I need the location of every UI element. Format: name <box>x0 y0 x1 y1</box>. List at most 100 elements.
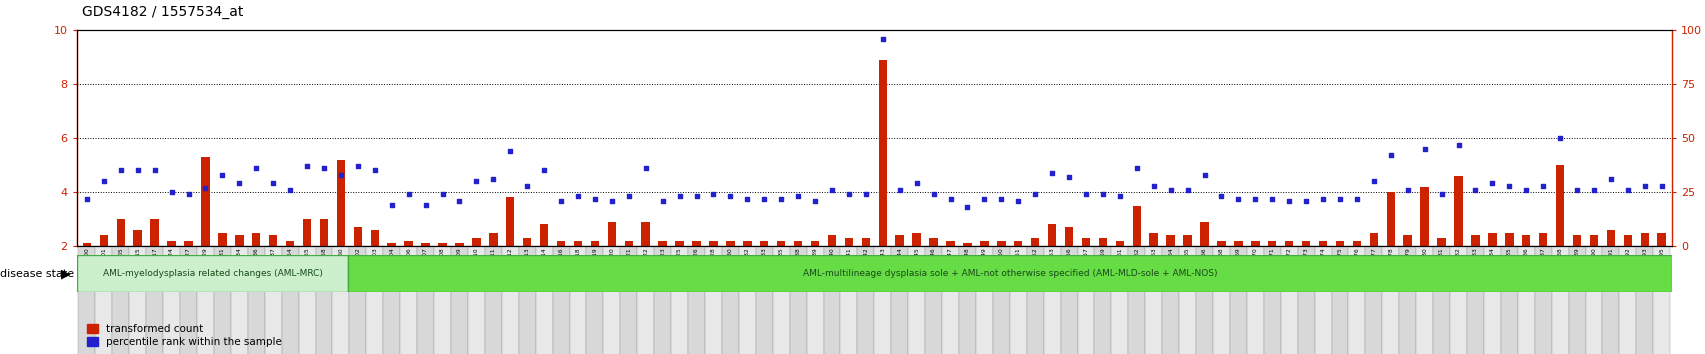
Point <box>1376 153 1403 158</box>
Bar <box>1335 241 1344 246</box>
Point <box>868 36 895 41</box>
Bar <box>184 241 193 246</box>
Point <box>530 167 558 173</box>
Bar <box>912 233 921 246</box>
Point <box>1579 187 1606 193</box>
Bar <box>1061 246 1078 354</box>
Text: disease state: disease state <box>0 269 73 279</box>
Bar <box>1149 233 1158 246</box>
Bar <box>518 246 535 354</box>
Bar <box>621 246 638 354</box>
Bar <box>1178 246 1195 354</box>
Point <box>1562 187 1589 193</box>
Bar <box>1652 246 1669 354</box>
Bar <box>1500 246 1517 354</box>
Bar <box>1623 235 1632 246</box>
Bar <box>421 243 430 246</box>
Bar <box>1026 246 1043 354</box>
Bar <box>1453 176 1461 246</box>
Bar <box>264 246 281 354</box>
Bar <box>130 246 147 354</box>
Point <box>1038 170 1066 176</box>
Bar <box>1572 235 1581 246</box>
Bar <box>1552 246 1567 354</box>
Bar <box>1466 246 1483 354</box>
Bar <box>1078 246 1095 354</box>
Bar <box>230 246 247 354</box>
Bar <box>760 241 767 246</box>
Bar <box>1555 165 1563 246</box>
Bar <box>776 241 784 246</box>
Bar <box>1263 246 1280 354</box>
Point <box>479 176 506 182</box>
Bar <box>286 241 295 246</box>
Point <box>1427 192 1454 197</box>
Bar <box>653 246 670 354</box>
Bar <box>675 241 684 246</box>
Bar <box>1161 246 1178 354</box>
Bar <box>82 243 90 246</box>
Point <box>633 165 660 171</box>
Point <box>73 196 101 201</box>
Point <box>1224 196 1251 201</box>
Point <box>1258 196 1286 201</box>
Bar <box>1110 246 1127 354</box>
Bar <box>201 157 210 246</box>
Bar <box>738 246 755 354</box>
Bar <box>1183 235 1192 246</box>
Bar <box>1381 246 1398 354</box>
Bar <box>1517 246 1534 354</box>
Point <box>902 181 929 186</box>
Text: AML-multilineage dysplasia sole + AML-not otherwise specified (AML-MLD-sole + AM: AML-multilineage dysplasia sole + AML-no… <box>803 269 1217 278</box>
Point <box>547 198 575 204</box>
Bar <box>433 246 450 354</box>
Point <box>1359 178 1386 184</box>
Bar <box>772 246 789 354</box>
Bar <box>858 246 875 354</box>
Bar <box>658 241 667 246</box>
Point <box>1122 165 1149 171</box>
Bar <box>1483 246 1500 354</box>
Bar <box>539 224 547 246</box>
Bar <box>1657 233 1666 246</box>
Bar <box>638 246 653 354</box>
Point <box>1139 183 1166 188</box>
Point <box>1325 196 1352 201</box>
Bar <box>1601 246 1618 354</box>
Bar <box>164 246 181 354</box>
Bar <box>1618 246 1635 354</box>
Point <box>818 187 846 193</box>
Point <box>616 194 643 199</box>
Bar <box>1487 233 1495 246</box>
Bar <box>1216 241 1224 246</box>
Point <box>564 194 592 199</box>
Bar <box>113 246 130 354</box>
Bar <box>1432 246 1449 354</box>
Point <box>176 192 203 197</box>
Point <box>733 196 760 201</box>
Point <box>242 165 269 171</box>
Bar <box>167 241 176 246</box>
Bar <box>743 241 752 246</box>
Bar <box>1415 246 1432 354</box>
Point <box>445 198 472 204</box>
Bar <box>1144 246 1161 354</box>
Bar <box>1504 233 1512 246</box>
Bar <box>147 246 164 354</box>
Point <box>159 189 186 195</box>
Bar <box>824 246 841 354</box>
Bar <box>1195 246 1212 354</box>
Bar <box>1166 235 1175 246</box>
Bar <box>1301 241 1309 246</box>
Bar <box>1013 241 1021 246</box>
Point <box>784 194 812 199</box>
Point <box>124 167 152 173</box>
Point <box>191 185 218 190</box>
Point <box>208 172 235 178</box>
Point <box>276 187 303 193</box>
Bar <box>467 246 484 354</box>
Point <box>1444 142 1471 147</box>
Bar <box>281 246 298 354</box>
Point <box>1072 192 1100 197</box>
Bar <box>1081 238 1089 246</box>
